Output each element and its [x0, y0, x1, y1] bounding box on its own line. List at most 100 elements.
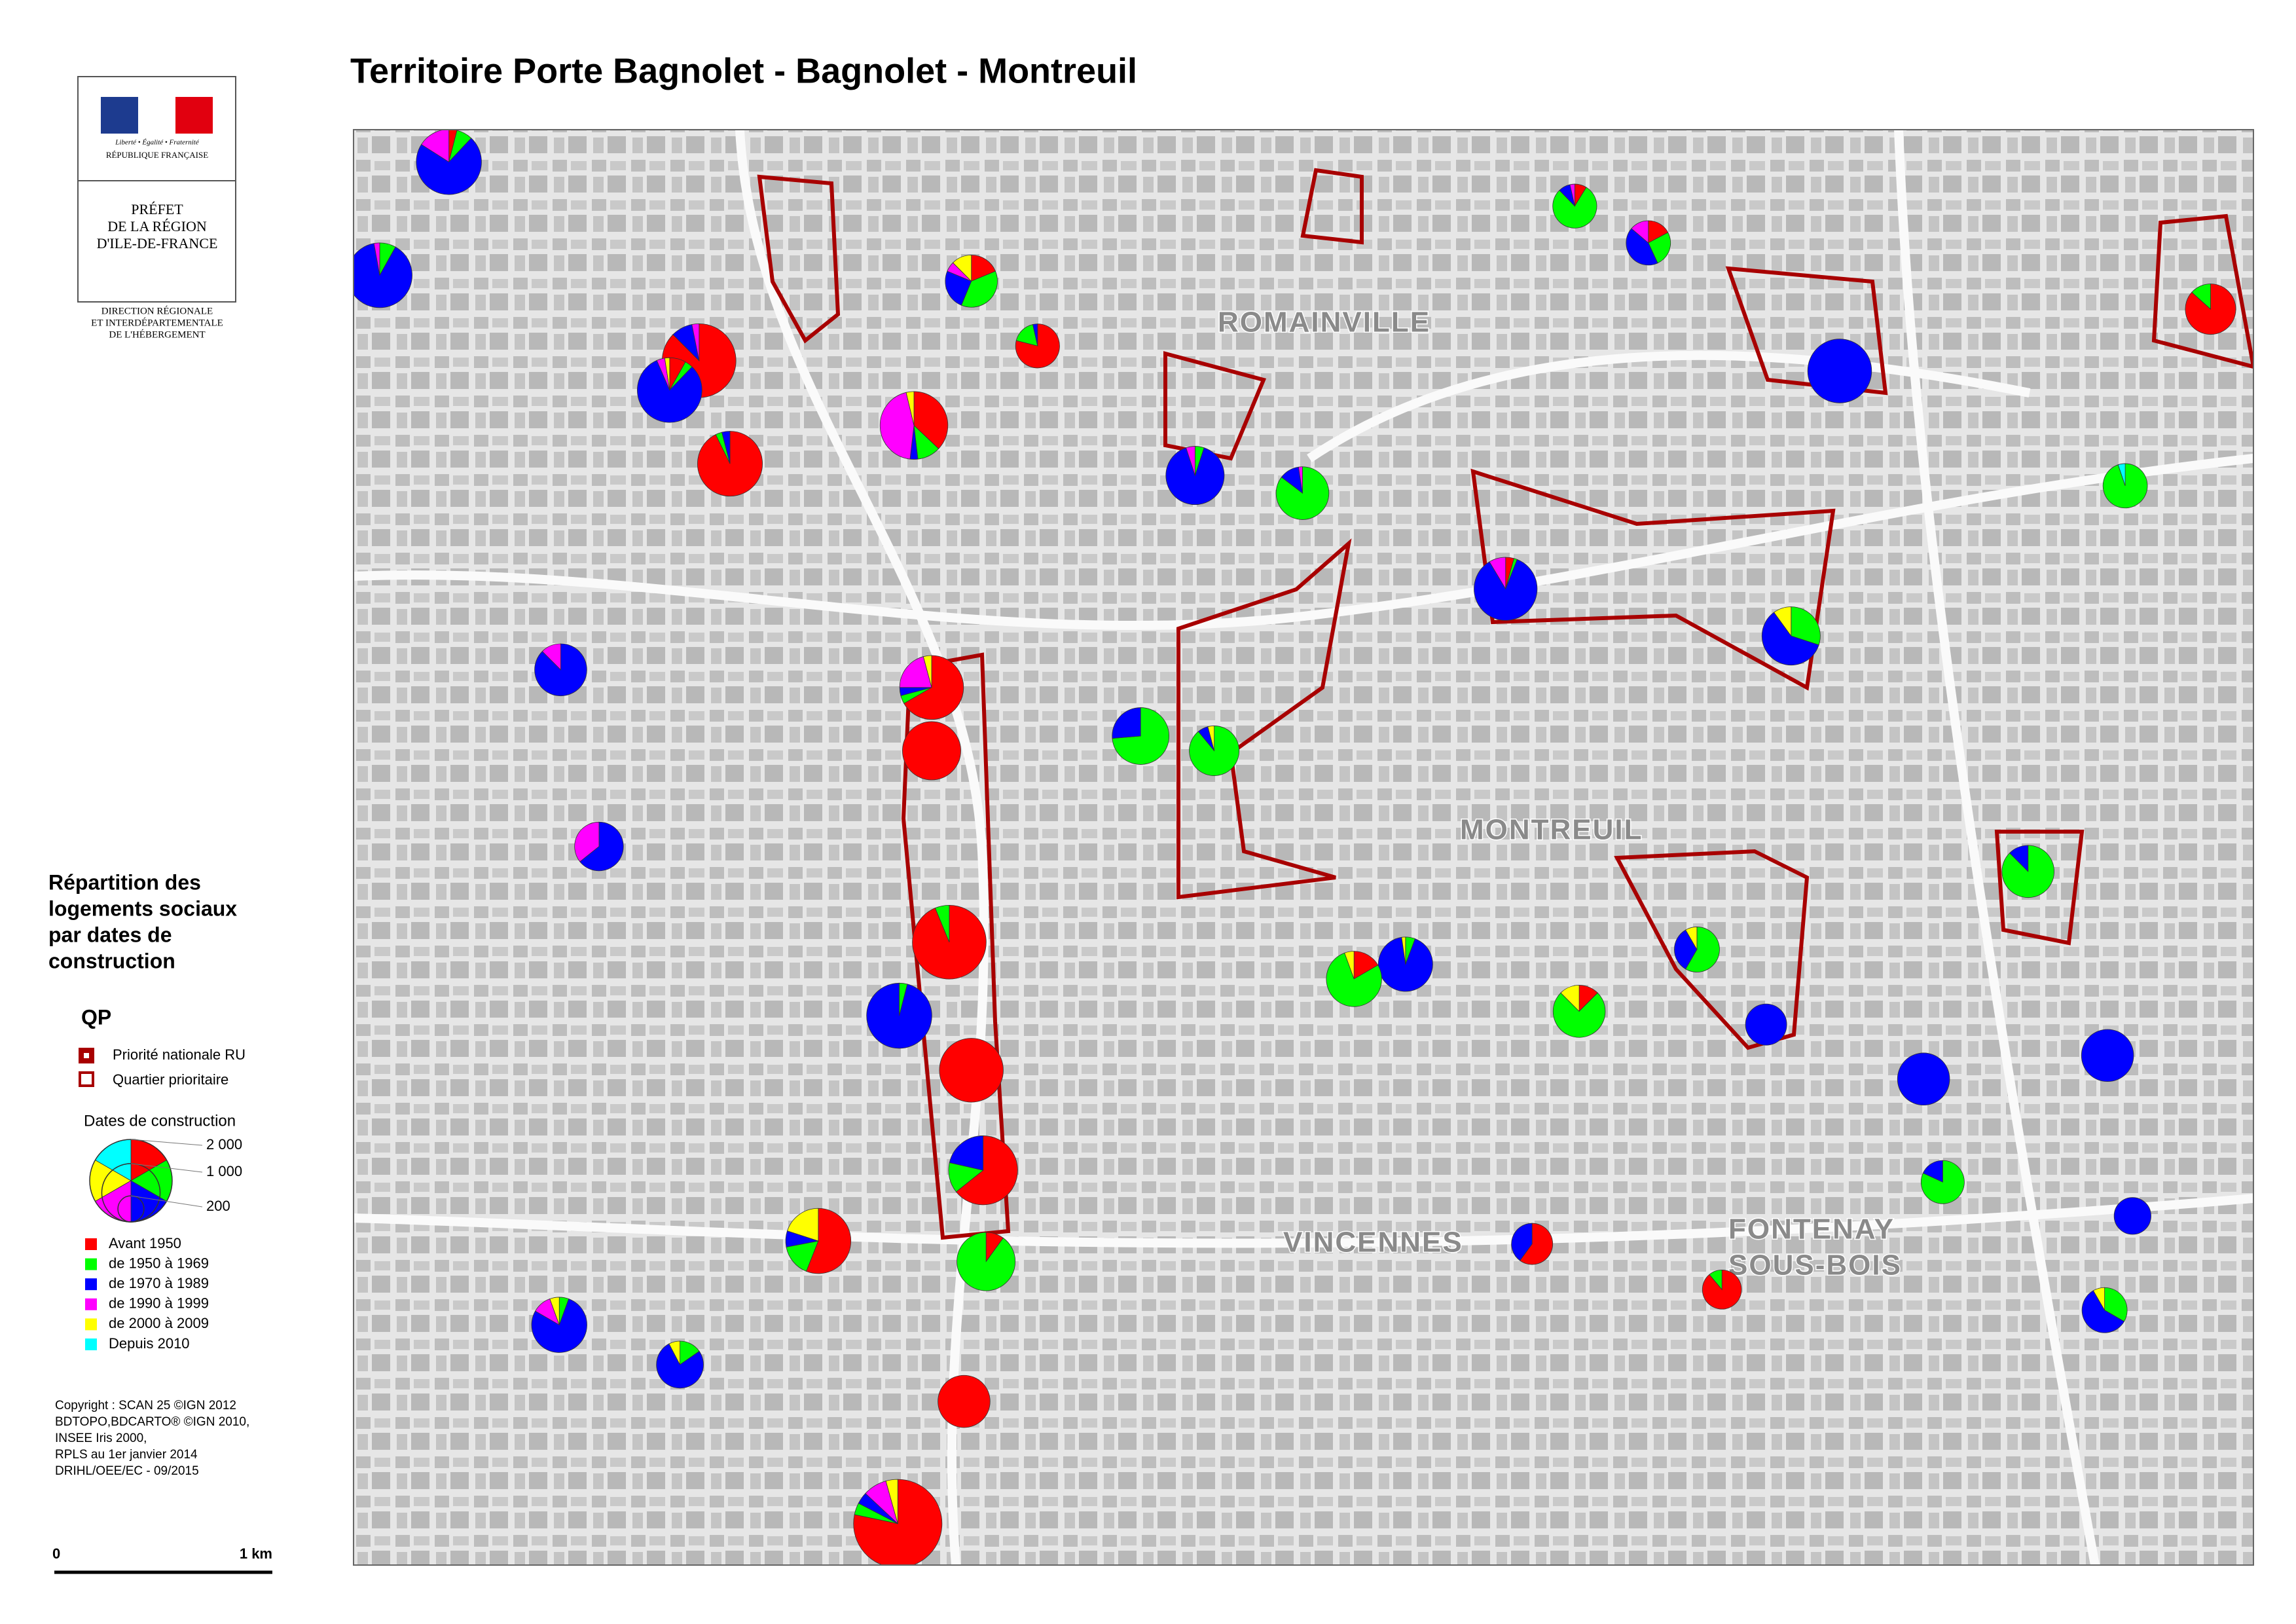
pie-slice	[354, 243, 412, 308]
pie-slice	[1344, 951, 1355, 980]
pie-slice	[1807, 339, 1872, 403]
qp-outline	[1300, 168, 1364, 245]
copyright-line: Copyright : SCAN 25 ©IGN 2012	[55, 1399, 236, 1412]
pie-slice	[1207, 726, 1214, 751]
pie-symbol	[945, 255, 998, 308]
pie-symbol	[1552, 183, 1597, 229]
pie-slice	[938, 1375, 991, 1428]
qp-outline	[1470, 468, 1836, 691]
pie-symbol	[1920, 1160, 1965, 1204]
qp-outline	[757, 174, 841, 344]
pie-slice	[1186, 446, 1195, 476]
scale-end: 1 km	[240, 1545, 272, 1562]
pie-symbol	[879, 391, 949, 460]
pie-slice	[1569, 183, 1575, 206]
road	[1307, 350, 2031, 462]
pie-slice	[806, 1208, 852, 1274]
qp-swatch	[79, 1071, 94, 1087]
pie-symbol	[1761, 606, 1821, 666]
pie-symbol	[1015, 323, 1060, 369]
pie-slice	[656, 1343, 704, 1389]
road	[735, 130, 989, 1565]
pie-slice	[952, 255, 972, 282]
place-label: ROMAINVILLE	[1218, 306, 1430, 339]
copyright-line: BDTOPO,BDCARTO® ©IGN 2010,	[55, 1415, 249, 1429]
logo: Liberté • Égalité • Fraternité RÉPUBLIQU…	[77, 76, 236, 340]
pie-slice	[664, 357, 670, 390]
pie-slice	[955, 1135, 1018, 1206]
pie-slice	[1552, 187, 1597, 229]
pie-slice	[541, 643, 561, 671]
pie-slice	[1791, 606, 1821, 646]
copyright: Copyright : SCAN 25 ©IGN 2012 BDTOPO,BDC…	[55, 1399, 249, 1478]
pie-slice	[1626, 228, 1658, 266]
pie-slice	[939, 1038, 1004, 1103]
legend-title-line: logements sociaux	[48, 896, 237, 920]
place-label: VINCENNES	[1283, 1227, 1463, 1259]
color-swatch	[85, 1238, 97, 1250]
pie-slice	[786, 1240, 819, 1272]
pie-symbol	[574, 821, 624, 872]
pie-symbol	[1745, 1003, 1787, 1046]
pie-slice	[1922, 1160, 1943, 1183]
pie-slice	[2081, 1290, 2125, 1333]
pie-slice	[2117, 463, 2126, 486]
dates-title: Dates de construction	[84, 1112, 236, 1130]
pie-slice	[2104, 1287, 2128, 1322]
pie-symbol	[899, 655, 964, 720]
direction: DE L'HÉBERGEMENT	[109, 329, 205, 340]
pie-slice	[668, 1340, 680, 1365]
pie-slice	[373, 242, 380, 276]
pie-slice	[2009, 845, 2029, 872]
color-swatch	[85, 1298, 97, 1310]
pie-slice	[905, 391, 915, 426]
pie-symbol	[2185, 284, 2236, 335]
pie-slice	[1165, 447, 1225, 506]
pie-slice	[1709, 1269, 1722, 1291]
pie-slice	[934, 904, 950, 942]
color-legend: Avant 1950 de 1950 à 1969 de 1970 à 1989 de…	[85, 1235, 209, 1352]
color-label: Avant 1950	[109, 1235, 181, 1251]
pie-slice	[1511, 1223, 1533, 1261]
pie-symbol	[853, 1479, 943, 1565]
pie-symbol	[697, 431, 763, 497]
pie-slice	[1761, 612, 1819, 666]
pie-symbol	[416, 130, 482, 195]
pie-slice	[1401, 936, 1406, 965]
pie-slice	[579, 821, 624, 872]
road	[1894, 130, 2100, 1565]
size-leader	[130, 1139, 203, 1146]
motto: Liberté • Égalité • Fraternité	[115, 139, 200, 147]
flag-white	[138, 97, 175, 134]
copyright-line: INSEE Iris 2000,	[55, 1431, 147, 1445]
pie-symbol	[1377, 936, 1433, 992]
pie-slice	[549, 1297, 560, 1325]
place-label: MONTREUIL	[1460, 814, 1643, 846]
pie-symbol	[1702, 1269, 1742, 1310]
pie-slice	[1298, 466, 1303, 494]
pie-slice	[531, 1298, 587, 1353]
prefect: D'ILE-DE-FRANCE	[97, 235, 218, 251]
pie-symbol	[2081, 1029, 2134, 1082]
pie-symbol	[656, 1340, 704, 1389]
direction: DIRECTION RÉGIONALE	[101, 305, 213, 316]
pie-slice	[1474, 559, 1538, 621]
qp-outline	[2151, 213, 2253, 369]
pie-slice	[899, 656, 932, 688]
size-label: 2 000	[206, 1136, 242, 1153]
pie-layer	[354, 130, 2236, 1565]
pie-slice	[1648, 232, 1671, 264]
pie-slice	[949, 1135, 984, 1171]
road	[354, 1194, 2253, 1248]
pie-symbol	[637, 357, 702, 423]
pie-symbol	[1112, 707, 1169, 765]
qp-label: Quartier prioritaire	[113, 1071, 228, 1088]
pie-slice	[787, 1208, 819, 1242]
pie-symbol	[534, 643, 587, 697]
legend-title-line: Répartition des	[48, 870, 201, 894]
map-frame	[353, 129, 2254, 1566]
pie-symbol	[1626, 220, 1671, 266]
pie-slice	[971, 255, 996, 282]
